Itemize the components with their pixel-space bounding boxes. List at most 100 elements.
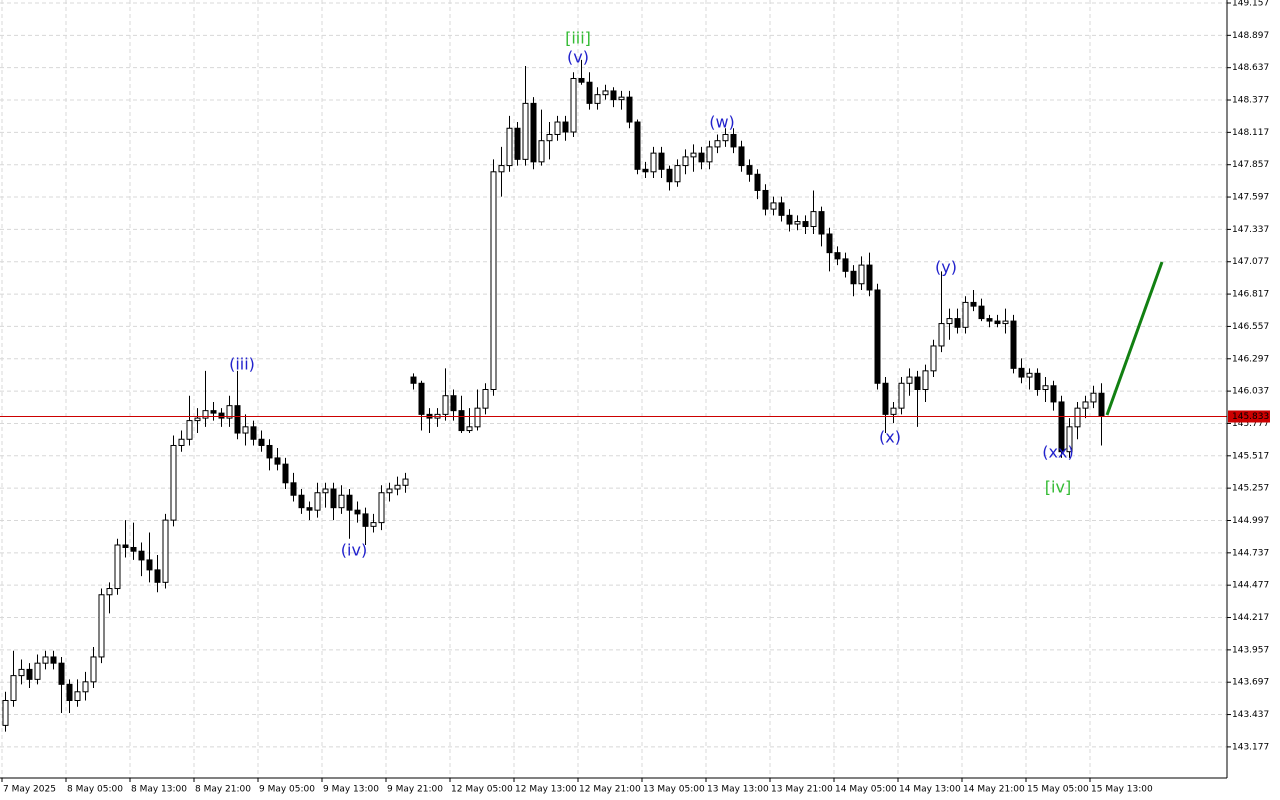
candle-body (106, 588, 113, 596)
candle-body (642, 168, 649, 173)
y-tick-label: 147.597 (1232, 193, 1269, 203)
candle-body (242, 426, 249, 434)
candle-body (1002, 320, 1009, 325)
candle-body (34, 662, 41, 680)
candle-body (506, 127, 513, 167)
candle-body (1042, 385, 1049, 390)
candle-body (738, 146, 745, 167)
candle-body (10, 675, 17, 701)
candle-body (266, 444, 273, 459)
x-tick-label: 8 May 13:00 (131, 785, 187, 795)
candle-body (330, 488, 337, 509)
candle-body (146, 559, 153, 571)
candle-body (346, 494, 353, 511)
wave-label: (iii) (229, 355, 255, 374)
candle-body (826, 233, 833, 254)
candle-body (834, 252, 841, 260)
candle-body (706, 146, 713, 163)
candle-body (1058, 401, 1065, 453)
candle-body (946, 318, 953, 325)
candle-body (298, 494, 305, 509)
y-tick-label: 145.777 (1232, 419, 1269, 429)
x-tick-label: 9 May 05:00 (259, 785, 315, 795)
candle-body (26, 668, 33, 680)
candle-body (586, 81, 593, 104)
candle-body (994, 320, 1001, 325)
candle-body (1050, 385, 1057, 403)
candle-body (1090, 392, 1097, 403)
candle-body (842, 258, 849, 272)
x-tick-label: 14 May 13:00 (899, 785, 961, 795)
candle-body (362, 513, 369, 527)
candle-body (714, 140, 721, 148)
candle-body (922, 370, 929, 390)
x-tick-label: 12 May 05:00 (451, 785, 513, 795)
candle-body (554, 121, 561, 135)
candle-body (122, 544, 129, 548)
candle-body (74, 691, 81, 701)
candle-body (1034, 372, 1041, 390)
candle-body (442, 395, 449, 415)
candle-body (722, 133, 729, 142)
candle-body (314, 492, 321, 511)
y-tick-label: 146.037 (1232, 387, 1269, 397)
y-tick-label: 143.437 (1232, 710, 1269, 720)
candle-body (282, 463, 289, 484)
candle-body (1018, 367, 1025, 378)
x-tick-label: 9 May 13:00 (323, 785, 379, 795)
y-tick-label: 144.997 (1232, 516, 1269, 526)
candle-body (938, 323, 945, 347)
candle-body (1026, 372, 1033, 378)
candle-body (450, 395, 457, 412)
candle-body (274, 457, 281, 465)
wave-label: [iv] (1045, 478, 1071, 497)
x-tick-label: 7 May 2025 (3, 785, 56, 795)
candle-body (794, 221, 801, 225)
candle-body (482, 388, 489, 409)
y-tick-label: 149.157 (1232, 0, 1269, 8)
candle-body (18, 668, 25, 677)
candle-body (250, 426, 257, 440)
candle-body (562, 121, 569, 133)
candle-body (698, 152, 705, 163)
candle-body (626, 96, 633, 123)
candle-body (378, 492, 385, 524)
candle-body (458, 410, 465, 432)
x-tick-label: 13 May 05:00 (643, 785, 705, 795)
x-tick-label: 8 May 05:00 (67, 785, 123, 795)
candle-body (338, 494, 345, 509)
wave-label: (xx) (1042, 443, 1073, 462)
candle-body (1098, 392, 1105, 417)
y-tick-label: 146.817 (1232, 290, 1269, 300)
y-tick-label: 144.477 (1232, 581, 1269, 591)
x-tick-label: 8 May 21:00 (195, 785, 251, 795)
candle-body (186, 420, 193, 440)
candle-body (154, 569, 161, 583)
candle-body (90, 656, 97, 683)
candles (2, 59, 1105, 732)
y-tick-label: 144.737 (1232, 548, 1269, 558)
candle-body (394, 484, 401, 490)
candle-body (810, 211, 817, 228)
wave-label: (x) (879, 428, 901, 447)
candle-body (770, 202, 777, 210)
candle-body (578, 77, 585, 83)
y-tick-label: 146.557 (1232, 322, 1269, 332)
wave-label: [iii] (565, 29, 591, 48)
candle-body (322, 488, 329, 494)
y-tick-label: 143.697 (1232, 678, 1269, 688)
candle-body (202, 410, 209, 419)
x-tick-label: 14 May 21:00 (963, 785, 1025, 795)
candle-body (546, 133, 553, 142)
candle-body (1082, 401, 1089, 409)
wave-label: (iv) (341, 541, 367, 560)
candle-body (386, 488, 393, 494)
candle-body (970, 301, 977, 307)
current-price-tag (1228, 410, 1270, 423)
candle-body (730, 133, 737, 148)
candle-body (594, 94, 601, 104)
candle-body (58, 662, 65, 685)
x-tick-label: 13 May 13:00 (707, 785, 769, 795)
candle-body (1074, 407, 1081, 428)
